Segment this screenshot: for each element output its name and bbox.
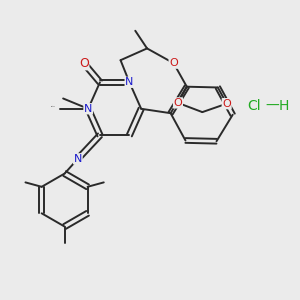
Text: H: H [279, 99, 289, 113]
Text: —: — [265, 99, 279, 113]
Text: Cl: Cl [248, 99, 261, 113]
Text: O: O [174, 98, 182, 108]
Text: N: N [74, 154, 82, 164]
Text: N: N [84, 104, 92, 114]
Text: methyl: methyl [51, 106, 56, 107]
Text: O: O [79, 57, 89, 70]
Text: N: N [125, 77, 134, 87]
Text: O: O [169, 58, 178, 68]
Text: O: O [222, 99, 231, 109]
